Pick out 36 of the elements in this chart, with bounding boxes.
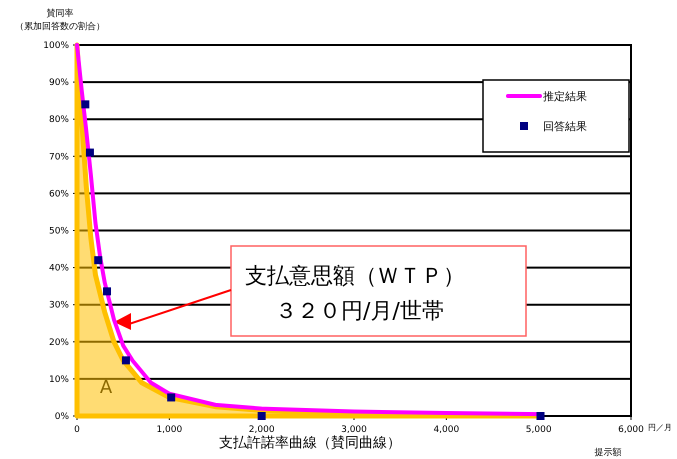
legend-label: 回答結果 bbox=[543, 120, 587, 133]
x-tick-label: 1,000 bbox=[156, 425, 182, 435]
x-tick-label: 6,000 bbox=[618, 425, 644, 435]
point bbox=[536, 412, 545, 420]
point bbox=[81, 100, 90, 108]
y-tick-label: 50% bbox=[48, 226, 70, 236]
x-tick-label: 0 bbox=[74, 425, 80, 435]
x-axis-title: 提示額 bbox=[594, 447, 622, 458]
point bbox=[94, 256, 102, 264]
x-tick-label: 5,000 bbox=[526, 425, 552, 435]
y-axis-title: 賛同率 bbox=[46, 8, 74, 19]
x-tick-label: 4,000 bbox=[433, 425, 460, 435]
y-tick-label: 100% bbox=[43, 41, 70, 51]
annotation: ３２０円/月/世帯 bbox=[275, 299, 444, 324]
x-tick-label: 3,000 bbox=[341, 425, 368, 435]
text: 支払許諾率曲線（賛同曲線） bbox=[219, 435, 401, 451]
text: （累加回答数の割合） bbox=[15, 21, 105, 32]
legend-label: 推定結果 bbox=[543, 90, 587, 103]
point bbox=[103, 287, 112, 296]
point bbox=[258, 412, 266, 420]
y-tick-label: 70% bbox=[48, 152, 70, 162]
y-tick-label: 90% bbox=[48, 78, 70, 88]
annotation: A bbox=[100, 377, 113, 398]
y-tick-label: 20% bbox=[48, 338, 70, 348]
point bbox=[167, 393, 176, 402]
annotation: 支払意思額（ＷＴＰ） bbox=[245, 264, 465, 289]
text: 円／月 bbox=[648, 423, 672, 432]
point bbox=[122, 356, 130, 364]
y-tick-label: 0% bbox=[54, 412, 70, 422]
point bbox=[86, 148, 94, 157]
y-tick-label: 40% bbox=[48, 264, 70, 274]
y-tick-label: 60% bbox=[48, 189, 70, 200]
y-tick-label: 30% bbox=[48, 300, 70, 311]
x-tick-label: 2,000 bbox=[248, 425, 275, 435]
y-tick-label: 80% bbox=[48, 115, 70, 126]
y-tick-label: 10% bbox=[48, 374, 70, 385]
